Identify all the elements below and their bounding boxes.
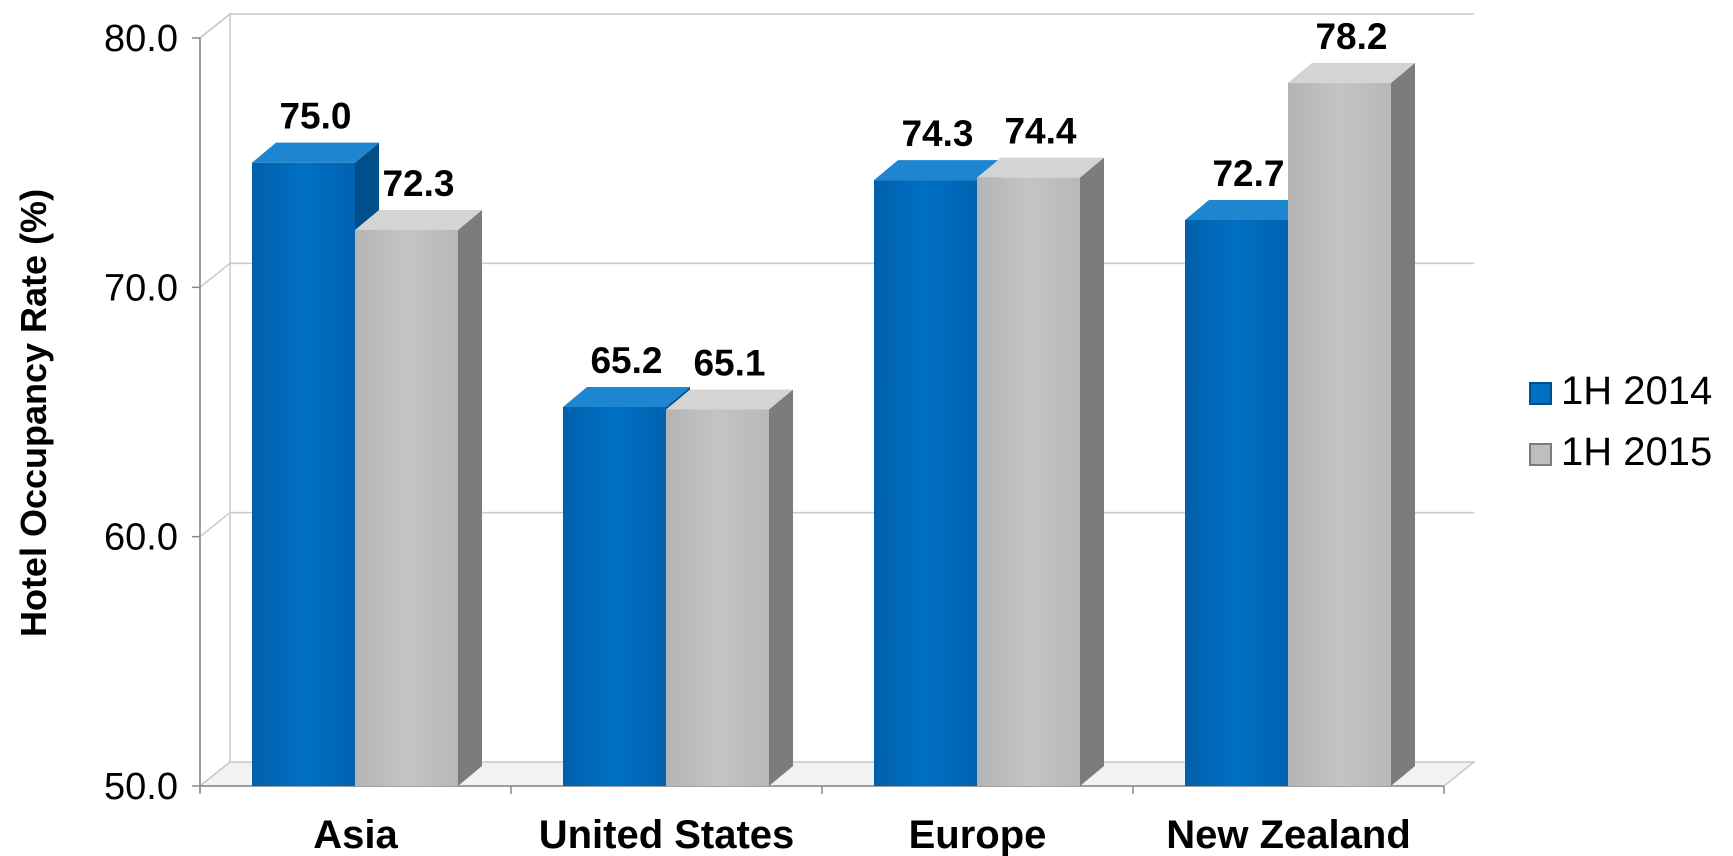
category-label: Europe xyxy=(909,813,1047,856)
bar-front xyxy=(977,177,1080,787)
category-label: United States xyxy=(539,813,795,856)
bar-front xyxy=(1185,220,1288,787)
y-tick-label: 80.0 xyxy=(104,18,178,60)
bar-side xyxy=(458,209,482,786)
data-label: 72.3 xyxy=(382,163,454,204)
data-label: 65.2 xyxy=(590,340,662,381)
bar-top xyxy=(666,389,793,410)
category-label: Asia xyxy=(313,813,398,856)
data-label: 78.2 xyxy=(1315,16,1387,57)
bar xyxy=(666,389,793,786)
data-label: 74.4 xyxy=(1004,111,1076,152)
bar-top xyxy=(1288,62,1415,83)
bar xyxy=(977,157,1104,787)
gridline-side xyxy=(199,13,231,39)
legend-item: 1H 2015 xyxy=(1529,430,1712,474)
legend-swatch xyxy=(1529,382,1552,405)
y-tick-label: 50.0 xyxy=(104,766,178,808)
y-tick-label: 60.0 xyxy=(104,517,178,559)
legend-item: 1H 2014 xyxy=(1529,369,1712,413)
bar xyxy=(355,209,482,786)
data-label: 75.0 xyxy=(279,96,351,137)
y-axis-ticks: 50.0 60.0 70.0 80.0 xyxy=(104,18,201,808)
bar-front xyxy=(355,229,458,786)
data-label: 74.3 xyxy=(901,113,973,154)
bar-side xyxy=(1080,157,1104,787)
bar-side xyxy=(1391,62,1415,786)
legend: 1H 2014 1H 2015 xyxy=(1529,369,1712,474)
bar-side xyxy=(769,389,793,786)
bar-top xyxy=(874,160,1001,181)
bar-top xyxy=(252,142,379,163)
bar-top xyxy=(563,387,690,408)
legend-label: 1H 2014 xyxy=(1561,369,1712,413)
data-label: 65.1 xyxy=(693,343,765,384)
side-wall xyxy=(199,12,231,788)
category-labels: Asia United States Europe New Zealand xyxy=(313,813,1411,856)
x-axis-ticks xyxy=(199,785,1445,794)
gridline-side xyxy=(199,262,231,288)
bars xyxy=(252,62,1415,787)
bar-top xyxy=(355,209,482,230)
bar-front xyxy=(1288,82,1391,786)
bar-front xyxy=(252,162,355,786)
bar-front xyxy=(563,407,666,786)
category-label: New Zealand xyxy=(1166,813,1411,856)
bar-top xyxy=(977,157,1104,178)
bar-front xyxy=(666,409,769,786)
y-tick-label: 70.0 xyxy=(104,267,178,309)
y-axis-title: Hotel Occupancy Rate (%) xyxy=(13,189,54,637)
bar-top xyxy=(1185,200,1312,221)
legend-label: 1H 2015 xyxy=(1561,430,1712,474)
data-labels: 75.0 72.3 65.2 65.1 74.3 74.4 72.7 78.2 xyxy=(279,16,1387,384)
data-label: 72.7 xyxy=(1212,153,1284,194)
gridline-side xyxy=(199,512,231,538)
bar-front xyxy=(874,180,977,786)
bar xyxy=(1288,62,1415,786)
legend-swatch xyxy=(1529,443,1552,466)
